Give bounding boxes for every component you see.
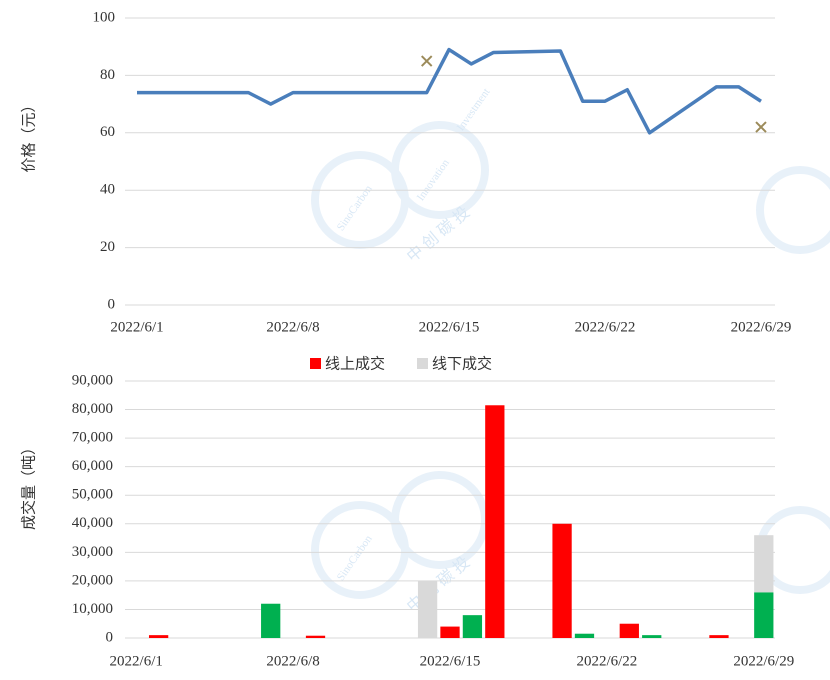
y-tick-label: 40 <box>100 182 115 198</box>
bar <box>552 523 572 638</box>
x-tick-label: 2022/6/15 <box>420 653 481 669</box>
watermark-text: Innovation <box>415 157 452 203</box>
x-tick-label: 2022/6/29 <box>731 319 792 335</box>
point-marker <box>421 55 433 67</box>
x-tick-label: 2022/6/22 <box>575 319 636 335</box>
bar <box>642 635 662 638</box>
x-tick-label: 2022/6/1 <box>110 319 163 335</box>
bar <box>417 580 438 638</box>
y-tick-label: 20 <box>100 239 115 255</box>
legend-swatch <box>310 358 321 369</box>
y-tick-label: 70,000 <box>72 430 113 446</box>
legend-swatch <box>417 358 428 369</box>
price-line <box>137 47 762 135</box>
y-tick-label: 80,000 <box>72 401 113 417</box>
x-tick-label: 2022/6/8 <box>266 319 319 335</box>
y-tick-label: 10,000 <box>72 601 113 617</box>
bar <box>754 592 774 638</box>
bar <box>754 535 774 593</box>
y-tick-label: 30,000 <box>72 544 113 560</box>
y-axis-title: 成交量（吨） <box>19 440 37 530</box>
y-tick-label: 60,000 <box>72 458 113 474</box>
y-axis-title: 价格（元） <box>20 97 37 172</box>
x-tick-label: 2022/6/22 <box>576 653 637 669</box>
y-tick-label: 0 <box>106 629 114 645</box>
bar <box>148 635 169 638</box>
x-tick-label: 2022/6/15 <box>419 319 480 335</box>
watermark-ring <box>756 166 830 254</box>
y-tick-label: 90,000 <box>72 372 113 388</box>
y-tick-label: 50,000 <box>72 487 113 503</box>
x-tick-label: 2022/6/29 <box>733 653 794 669</box>
point-marker <box>755 121 767 133</box>
legend-label: 线上成交 <box>325 354 385 372</box>
bar <box>440 626 460 638</box>
y-tick-label: 40,000 <box>72 515 113 531</box>
bar <box>261 603 281 638</box>
bar <box>574 633 595 638</box>
y-tick-label: 80 <box>100 67 115 83</box>
y-tick-label: 20,000 <box>72 572 113 588</box>
x-tick-label: 2022/6/8 <box>266 653 319 669</box>
watermark: SinoCarbon Innovation Investment 中 创 碳 投… <box>311 86 830 616</box>
y-tick-label: 100 <box>93 9 116 25</box>
bar <box>485 405 505 638</box>
legend-label: 线下成交 <box>432 354 492 372</box>
watermark-ring <box>391 121 489 219</box>
watermark-ring <box>391 471 489 569</box>
watermark-text: SinoCarbon <box>335 533 375 583</box>
bar <box>619 623 639 638</box>
y-tick-label: 60 <box>100 124 115 140</box>
bar <box>462 615 483 638</box>
watermark-text: Investment <box>455 86 493 133</box>
x-tick-label: 2022/6/1 <box>110 653 163 669</box>
bar <box>305 635 326 638</box>
y-tick-label: 0 <box>108 296 116 312</box>
bar <box>709 635 729 638</box>
